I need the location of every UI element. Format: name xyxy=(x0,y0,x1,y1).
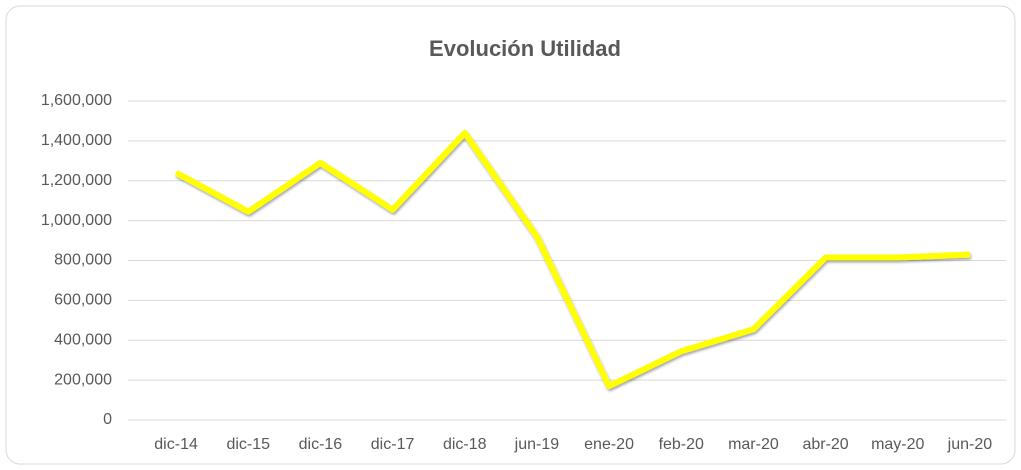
x-tick-label: dic-18 xyxy=(443,436,487,453)
x-tick-label: mar-20 xyxy=(728,436,779,453)
chart-border xyxy=(5,5,1016,465)
x-tick-label: dic-16 xyxy=(299,436,343,453)
x-tick-label: ene-20 xyxy=(584,436,634,453)
x-tick-label: jun-20 xyxy=(947,436,993,453)
x-tick-label: dic-17 xyxy=(371,436,415,453)
line-series xyxy=(174,129,971,390)
x-tick-label: abr-20 xyxy=(802,436,848,453)
y-tick-label: 1,600,000 xyxy=(41,92,112,109)
x-tick-label: may-20 xyxy=(871,436,924,453)
y-tick-label: 600,000 xyxy=(54,292,112,309)
y-tick-label: 800,000 xyxy=(54,252,112,269)
y-tick-label: 0 xyxy=(103,411,112,428)
x-tick-label: dic-15 xyxy=(226,436,270,453)
y-tick-label: 1,200,000 xyxy=(41,172,112,189)
x-tick-label: dic-14 xyxy=(154,436,198,453)
x-tick-label: jun-19 xyxy=(514,436,560,453)
x-tick-label: feb-20 xyxy=(659,436,704,453)
y-tick-label: 1,400,000 xyxy=(41,132,112,149)
y-tick-label: 400,000 xyxy=(54,331,112,348)
y-tick-label: 200,000 xyxy=(54,371,112,388)
chart-title: Evolución Utilidad xyxy=(429,36,621,61)
y-tick-label: 1,000,000 xyxy=(41,212,112,229)
